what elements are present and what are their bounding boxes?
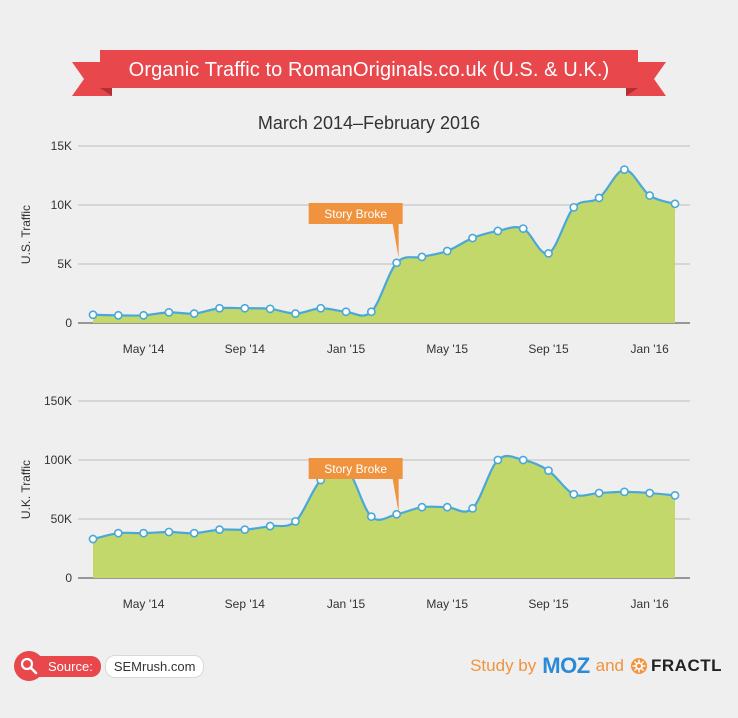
us-data-point bbox=[316, 303, 326, 313]
uk-ylabel: U.K. Traffic bbox=[19, 460, 33, 519]
uk-ytick-label: 100K bbox=[44, 453, 72, 467]
ribbon-center bbox=[100, 50, 638, 88]
title-banner: Organic Traffic to RomanOriginals.co.uk … bbox=[0, 0, 738, 110]
us-data-point bbox=[291, 309, 300, 318]
us-data-point bbox=[366, 307, 376, 317]
us-data-point bbox=[670, 199, 680, 209]
uk-area bbox=[93, 455, 675, 578]
us-data-point bbox=[139, 310, 149, 320]
uk-xtick-label: Jan '16 bbox=[631, 597, 670, 611]
us-data-point bbox=[265, 304, 275, 314]
us-data-point bbox=[240, 303, 250, 313]
source-label: Source: bbox=[36, 655, 101, 677]
uk-data-point bbox=[468, 503, 477, 513]
uk-data-point bbox=[265, 521, 275, 531]
uk-traffic-chart: 0 50K 100K 150K U.K. Traffic May '14 Sep '14 Ja… bbox=[19, 394, 690, 611]
us-data-point bbox=[341, 307, 351, 317]
uk-ytick-label: 150K bbox=[44, 394, 72, 408]
us-data-point bbox=[594, 193, 604, 203]
uk-data-point bbox=[619, 487, 629, 497]
uk-data-point bbox=[569, 489, 579, 499]
us-ytick-label: 15K bbox=[51, 139, 72, 153]
us-data-point bbox=[518, 224, 528, 233]
us-xtick-label: May '14 bbox=[123, 342, 165, 356]
uk-data-point bbox=[594, 488, 604, 498]
us-data-point bbox=[544, 248, 553, 258]
us-data-point bbox=[164, 307, 174, 317]
us-xtick-label: Jan '15 bbox=[327, 342, 366, 356]
us-story-broke-label: Story Broke bbox=[324, 207, 387, 221]
credit-study-label: Study by bbox=[470, 656, 537, 675]
fractl-logo: FRACTL bbox=[630, 656, 722, 676]
uk-data-point bbox=[366, 512, 376, 522]
us-xtick-label: May '15 bbox=[426, 342, 468, 356]
uk-story-broke-label: Story Broke bbox=[324, 462, 387, 476]
us-data-point bbox=[113, 310, 123, 320]
uk-xtick-label: Jan '15 bbox=[327, 597, 366, 611]
uk-data-point bbox=[139, 528, 149, 538]
source-site: SEMrush.com bbox=[104, 654, 205, 678]
uk-data-point bbox=[518, 455, 528, 465]
uk-ytick-label: 0 bbox=[65, 571, 72, 585]
us-data-point bbox=[569, 202, 579, 212]
uk-data-point bbox=[670, 491, 680, 500]
us-ylabel: U.S. Traffic bbox=[19, 205, 33, 264]
us-data-point bbox=[468, 233, 477, 243]
moz-logo: MOZ bbox=[542, 653, 590, 678]
us-data-point bbox=[88, 310, 98, 320]
us-ytick-label: 5K bbox=[57, 257, 72, 271]
chart-subtitle: March 2014–February 2016 bbox=[257, 113, 481, 133]
us-data-point bbox=[189, 309, 199, 318]
us-xtick-label: Jan '16 bbox=[631, 342, 670, 356]
uk-story-broke-callout bbox=[308, 458, 403, 513]
uk-data-point bbox=[442, 502, 452, 512]
credit-and-label: and bbox=[595, 656, 625, 675]
us-data-point bbox=[645, 191, 655, 200]
uk-data-point bbox=[113, 528, 123, 538]
uk-data-point bbox=[189, 528, 199, 538]
us-story-broke-callout bbox=[308, 203, 403, 258]
uk-ytick-label: 50K bbox=[51, 512, 72, 526]
us-data-point bbox=[392, 258, 402, 268]
us-xtick-label: Sep '14 bbox=[225, 342, 266, 356]
fractl-label: FRACTL bbox=[651, 656, 722, 675]
uk-data-point bbox=[215, 525, 224, 535]
uk-data-point bbox=[417, 502, 427, 512]
magnifier-icon bbox=[14, 651, 44, 681]
us-data-point bbox=[493, 226, 503, 236]
us-data-point bbox=[215, 303, 224, 313]
uk-xtick-label: May '15 bbox=[426, 597, 468, 611]
banner-ribbon bbox=[72, 50, 666, 96]
uk-data-point bbox=[392, 509, 402, 519]
uk-data-point bbox=[240, 525, 250, 535]
uk-data-point bbox=[164, 527, 174, 537]
us-data-point bbox=[619, 165, 629, 174]
us-data-point bbox=[442, 246, 452, 256]
uk-data-point bbox=[645, 488, 655, 498]
ribbon-left-fold bbox=[100, 88, 112, 96]
study-credit: Study by MOZ and FRACTL bbox=[470, 650, 722, 682]
ribbon-right-fold bbox=[626, 88, 638, 96]
us-xtick-label: Sep '15 bbox=[528, 342, 569, 356]
us-ytick-label: 0 bbox=[65, 316, 72, 330]
us-ytick-label: 10K bbox=[51, 198, 72, 212]
uk-xtick-label: Sep '14 bbox=[225, 597, 266, 611]
uk-xtick-label: Sep '15 bbox=[528, 597, 569, 611]
uk-data-point bbox=[544, 466, 553, 476]
uk-data-point bbox=[493, 455, 503, 465]
us-area bbox=[93, 169, 675, 323]
uk-xtick-label: May '14 bbox=[123, 597, 165, 611]
uk-data-point bbox=[291, 516, 300, 526]
fractl-gear-icon bbox=[631, 658, 648, 674]
uk-data-point bbox=[88, 534, 98, 544]
us-data-point bbox=[417, 252, 427, 262]
source-badge: Source: SEMrush.com bbox=[14, 650, 205, 682]
page-title: Organic Traffic to RomanOriginals.co.uk … bbox=[128, 58, 610, 81]
us-traffic-chart: 0 5K 10K 15K U.S. Traffic May '14 Sep '14 Jan '… bbox=[19, 139, 690, 356]
